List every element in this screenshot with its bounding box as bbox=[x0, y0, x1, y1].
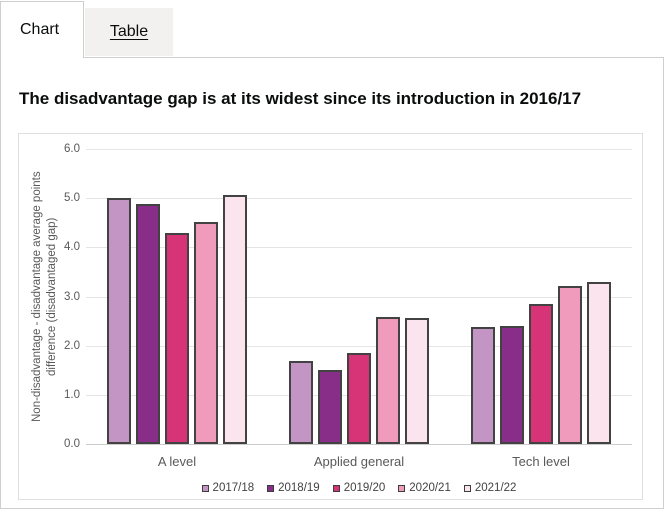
legend-swatch-icon bbox=[332, 484, 340, 492]
y-tick-label: 2.0 bbox=[64, 339, 80, 352]
legend-swatch-icon bbox=[463, 484, 471, 492]
legend-swatch-icon bbox=[267, 484, 275, 492]
legend-label: 2019/20 bbox=[343, 482, 386, 494]
y-axis-ticks: 6.0 5.0 4.0 3.0 2.0 1.0 0.0 bbox=[19, 143, 80, 450]
bar-group-tech-level bbox=[450, 149, 632, 444]
legend-label: 2017/18 bbox=[212, 482, 255, 494]
bar-a-level-2017-18 bbox=[107, 197, 131, 444]
gridline bbox=[86, 444, 632, 445]
bar-applied-general-2021-22 bbox=[405, 318, 429, 444]
chart-tab-panel: The disadvantage gap is at its widest si… bbox=[0, 57, 664, 509]
legend-item-2020-21: 2020/21 bbox=[398, 482, 451, 494]
chart-container: Non-disadvantage - disadvantage average … bbox=[18, 133, 643, 500]
y-tick-label: 4.0 bbox=[64, 241, 80, 254]
x-axis-label-applied-general: Applied general bbox=[313, 454, 405, 469]
bar-tech-level-2021-22 bbox=[587, 281, 611, 444]
bar-tech-level-2020-21 bbox=[558, 285, 582, 444]
y-tick-label: 1.0 bbox=[64, 388, 80, 401]
legend-item-2021-22: 2021/22 bbox=[463, 482, 517, 494]
bar-tech-level-2019-20 bbox=[529, 304, 553, 444]
legend-label: 2021/22 bbox=[474, 482, 517, 494]
bar-tech-level-2018-19 bbox=[500, 325, 524, 444]
bar-a-level-2021-22 bbox=[223, 194, 247, 444]
bar-group-applied-general bbox=[268, 149, 450, 444]
bar-group-a-level bbox=[86, 149, 268, 444]
tab-chart-label: Chart bbox=[20, 21, 60, 38]
y-tick-label: 0.0 bbox=[64, 438, 80, 450]
gridline bbox=[86, 345, 632, 347]
gridline bbox=[86, 198, 632, 200]
plot-area bbox=[86, 149, 632, 445]
x-axis-label-tech-level: Tech level bbox=[512, 454, 570, 469]
tab-table-label: Table bbox=[109, 23, 149, 40]
tab-chart[interactable]: Chart bbox=[0, 1, 84, 58]
bar-a-level-2019-20 bbox=[165, 232, 189, 444]
legend-item-2017-18: 2017/18 bbox=[201, 482, 255, 494]
tab-table[interactable]: Table bbox=[85, 8, 173, 56]
bar-tech-level-2017-18 bbox=[471, 326, 495, 444]
bar-applied-general-2019-20 bbox=[347, 353, 371, 444]
gridline bbox=[86, 149, 632, 150]
bar-a-level-2018-19 bbox=[136, 204, 160, 444]
legend-item-2019-20: 2019/20 bbox=[332, 482, 386, 494]
bar-applied-general-2017-18 bbox=[289, 360, 313, 444]
legend-label: 2018/19 bbox=[278, 482, 320, 494]
gridline bbox=[86, 296, 632, 298]
y-tick-label: 5.0 bbox=[64, 192, 80, 205]
chart-heading: The disadvantage gap is at its widest si… bbox=[19, 89, 582, 108]
x-axis-label-a-level: A level bbox=[157, 454, 197, 469]
bar-applied-general-2018-19 bbox=[318, 369, 342, 444]
legend: 2017/18 2018/19 2019/20 2020/21 2021/22 bbox=[86, 482, 632, 494]
legend-label: 2020/21 bbox=[409, 482, 451, 494]
bar-a-level-2020-21 bbox=[194, 221, 218, 444]
x-axis-labels: A level Applied general Tech level bbox=[86, 454, 632, 469]
tabs: Chart Table bbox=[0, 0, 670, 58]
legend-swatch-icon bbox=[201, 484, 209, 492]
gridline bbox=[86, 247, 632, 249]
bars-row bbox=[86, 149, 632, 444]
y-tick-label: 6.0 bbox=[64, 143, 80, 155]
y-tick-label: 3.0 bbox=[64, 290, 80, 303]
bar-applied-general-2020-21 bbox=[376, 316, 400, 444]
legend-item-2018-19: 2018/19 bbox=[267, 482, 320, 494]
legend-swatch-icon bbox=[398, 484, 406, 492]
